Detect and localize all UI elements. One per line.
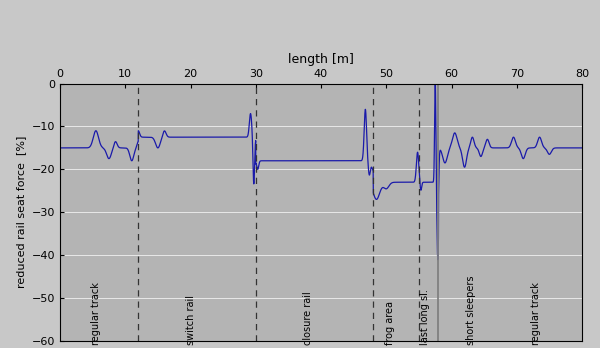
Text: regular track: regular track [91, 282, 101, 345]
Text: switch rail: switch rail [185, 294, 196, 345]
X-axis label: length [m]: length [m] [288, 53, 354, 66]
Text: frog area: frog area [385, 301, 395, 345]
Text: last long sl.: last long sl. [421, 288, 430, 345]
Text: short sleepers: short sleepers [466, 275, 476, 345]
Text: regular track: regular track [532, 282, 541, 345]
Text: closure rail: closure rail [303, 291, 313, 345]
Y-axis label: reduced rail seat force  [%]: reduced rail seat force [%] [16, 136, 26, 288]
